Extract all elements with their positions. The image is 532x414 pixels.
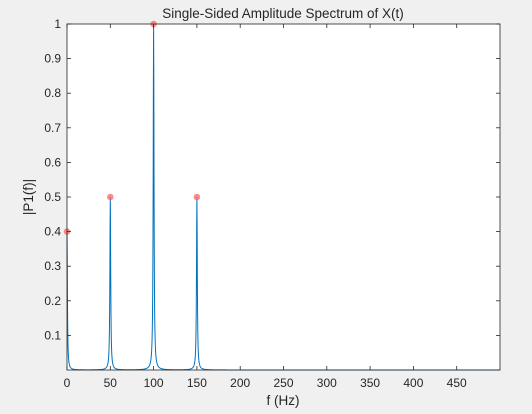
axes-box [66, 23, 501, 371]
x-axis-label: f (Hz) [267, 393, 300, 408]
x-tick-label: 200 [230, 376, 250, 390]
axes-background [67, 24, 500, 370]
y-tick-label: 0.7 [44, 121, 61, 135]
x-tick-label: 50 [104, 376, 118, 390]
peak-marker [193, 193, 201, 201]
x-tick-label: 400 [403, 376, 423, 390]
x-tick-label: 300 [317, 376, 337, 390]
tick-layer: 0 50 100 150 200 250 300 350 400 450 0.1 0.2 0.3 0.4 0… [44, 17, 500, 390]
y-axis-label: |P1(f)| [21, 179, 36, 215]
peak-marker [107, 193, 114, 201]
x-tick-label: 150 [187, 376, 207, 390]
y-tick-label: 0.6 [44, 155, 61, 169]
y-tick-label: 0.2 [44, 294, 61, 308]
x-tick-label: 450 [447, 376, 467, 390]
y-tick-label: 0.3 [44, 259, 61, 273]
y-tick-label: 0.1 [44, 328, 61, 342]
x-tick-label: 100 [144, 376, 164, 390]
x-tick-label: 0 [64, 376, 71, 390]
x-tick-label: 350 [360, 376, 380, 390]
y-tick-label: 0.5 [44, 190, 61, 204]
chart-title: Single-Sided Amplitude Spectrum of X(t) [162, 6, 404, 21]
y-tick-label: 0.9 [44, 52, 61, 66]
y-tick-label: 1 [54, 17, 61, 31]
y-tick-label: 0.4 [44, 225, 61, 239]
y-tick-label: 0.8 [44, 86, 61, 100]
x-tick-label: 250 [273, 376, 293, 390]
